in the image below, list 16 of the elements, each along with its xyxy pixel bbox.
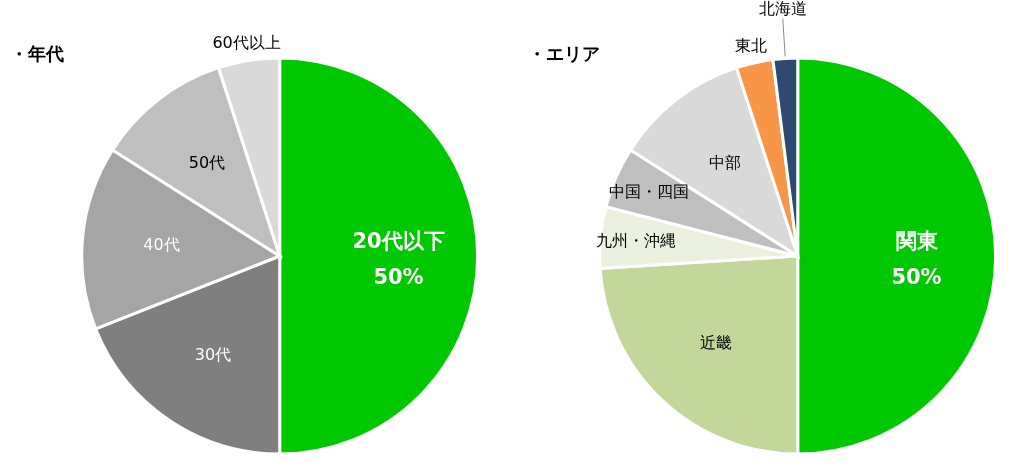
slice-label: 20代以下: [352, 229, 445, 253]
slice-label: 50代: [188, 152, 226, 172]
slice-label: 中国・四国: [608, 182, 689, 202]
slice-label: 30代: [194, 344, 232, 364]
slice-label: 関東: [895, 229, 938, 253]
slice-label: 中部: [708, 152, 741, 172]
slice-label: 北海道: [758, 0, 807, 19]
data-label: 50%: [891, 265, 942, 289]
slice-label: 近畿: [700, 333, 733, 353]
slice-label: 九州・沖縄: [596, 231, 677, 251]
slice-label: 東北: [735, 35, 768, 55]
text: ・エリア: [528, 43, 600, 64]
slice-label: 60代以上: [212, 33, 281, 53]
text: ・年代: [10, 43, 64, 64]
slice-label: 40代: [143, 235, 180, 255]
data-label: 50%: [373, 265, 424, 289]
